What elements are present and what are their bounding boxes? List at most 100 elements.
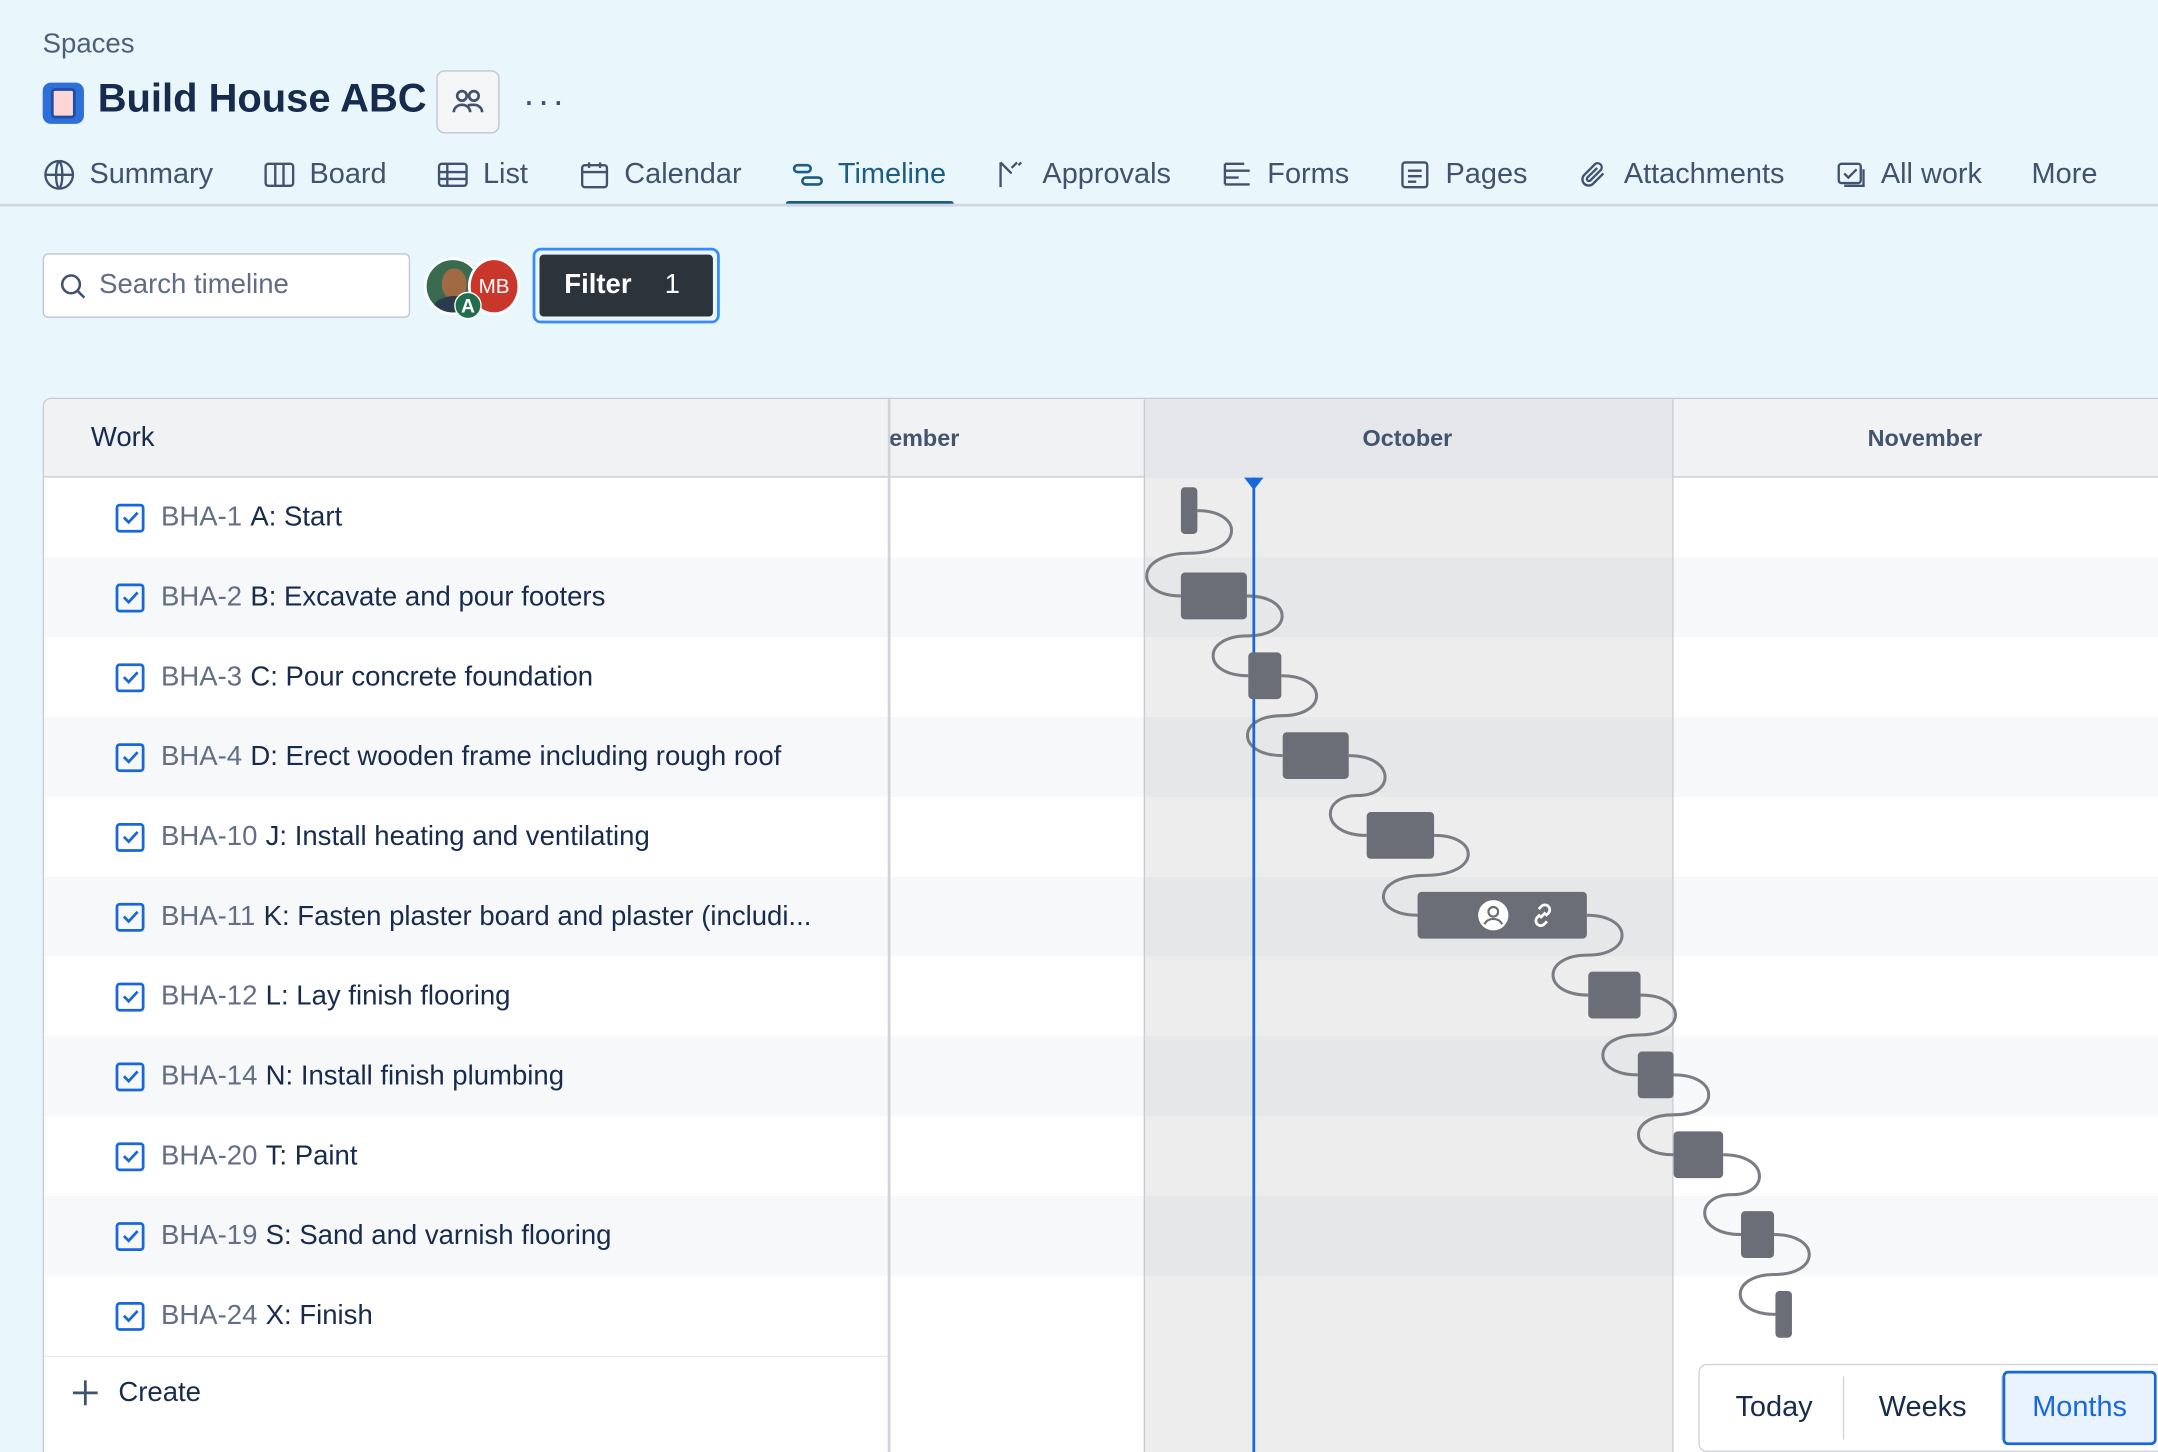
months-button[interactable]: Months — [2002, 1370, 2157, 1446]
task-checkbox-icon — [115, 1221, 145, 1251]
tab-attachments[interactable]: Attachments — [1577, 149, 1784, 201]
link-icon[interactable] — [1526, 899, 1559, 932]
today-button[interactable]: Today — [1735, 1391, 1813, 1424]
timeline-bar[interactable] — [1741, 1211, 1775, 1258]
work-item-title[interactable]: L: Lay finish flooring — [265, 980, 511, 1011]
work-item-title[interactable]: S: Sand and varnish flooring — [265, 1220, 612, 1251]
table-row[interactable]: BHA-19 S: Sand and varnish flooring — [44, 1196, 888, 1276]
dependency-lines — [1145, 509, 1811, 1316]
globe-icon — [44, 159, 75, 190]
task-checkbox-icon — [115, 662, 145, 692]
table-row[interactable]: BHA-12 L: Lay finish flooring — [44, 957, 888, 1037]
table-row[interactable]: BHA-3 C: Pour concrete foundation — [44, 637, 888, 717]
current-month-column — [1143, 477, 1673, 1452]
tab-approvals[interactable]: Approvals — [996, 149, 1171, 201]
table-row[interactable]: BHA-14 N: Install finish plumbing — [44, 1036, 888, 1116]
task-checkbox-icon — [115, 503, 145, 532]
timeline-bar[interactable] — [1248, 652, 1282, 700]
filter-button[interactable]: Filter 1 — [532, 247, 720, 324]
timeline-bar[interactable] — [1282, 732, 1349, 779]
table-row[interactable]: BHA-1 A: Start — [44, 478, 888, 558]
dependency-line — [1211, 594, 1284, 678]
work-item-key[interactable]: BHA-4 — [161, 741, 243, 772]
timeline-header — [44, 399, 2158, 478]
timeline-bar[interactable] — [1366, 812, 1435, 859]
page-title: Build House ABC — [97, 77, 427, 122]
tab-list[interactable]: List — [436, 149, 528, 201]
work-item-title[interactable]: A: Start — [250, 501, 343, 532]
table-row[interactable]: BHA-2 B: Excavate and pour footers — [44, 557, 888, 637]
tab-calendar[interactable]: Calendar — [577, 149, 742, 201]
nav-tabs: Summary Board List Calendar Timeline App… — [43, 149, 2147, 207]
month-divider — [1143, 399, 1146, 1452]
today-marker-cap — [1244, 477, 1264, 490]
filter-count-badge: 1 — [664, 269, 680, 301]
work-item-title[interactable]: D: Erect wooden frame including rough ro… — [250, 741, 782, 772]
forms-icon — [1223, 162, 1250, 186]
work-item-key[interactable]: BHA-24 — [161, 1299, 258, 1331]
table-row[interactable]: BHA-11 K: Fasten plaster board and plaste… — [44, 877, 888, 957]
timeline-bar[interactable] — [1637, 1051, 1674, 1099]
work-item-key[interactable]: BHA-12 — [161, 980, 258, 1011]
search-input[interactable] — [99, 269, 389, 302]
work-item-key[interactable]: BHA-20 — [161, 1140, 258, 1171]
work-item-key[interactable]: BHA-3 — [161, 661, 243, 692]
work-item-title[interactable]: N: Install finish plumbing — [265, 1060, 565, 1091]
timeline-bar[interactable] — [1180, 487, 1198, 535]
work-item-title[interactable]: J: Install heating and ventilating — [265, 820, 650, 852]
tab-summary[interactable]: Summary — [43, 149, 213, 201]
dependency-line — [1551, 913, 1624, 997]
work-item-title[interactable]: X: Finish — [265, 1299, 373, 1331]
more-horizontal-icon[interactable]: ··· — [522, 79, 568, 122]
tab-label: Forms — [1267, 158, 1350, 190]
tab-label: All work — [1880, 158, 1983, 190]
work-item-key[interactable]: BHA-19 — [161, 1220, 258, 1251]
tab-more[interactable]: More — [2032, 149, 2098, 201]
tab-board[interactable]: Board — [263, 149, 387, 201]
create-button[interactable]: Create — [69, 1376, 201, 1409]
tab-pages[interactable]: Pages — [1399, 149, 1527, 201]
team-button[interactable] — [436, 70, 500, 134]
dependency-line — [1382, 833, 1470, 917]
dependency-line — [1328, 754, 1387, 837]
timeline-bar[interactable] — [1775, 1290, 1792, 1338]
task-checkbox-icon — [115, 742, 145, 772]
row-stripe — [44, 876, 2158, 957]
work-item-key[interactable]: BHA-14 — [161, 1060, 258, 1091]
timeline-bar[interactable] — [1417, 891, 1587, 939]
task-checkbox-icon — [115, 822, 145, 852]
work-item-title[interactable]: T: Paint — [265, 1140, 358, 1171]
work-item-key[interactable]: BHA-2 — [161, 581, 243, 612]
tab-label: Board — [309, 158, 387, 190]
assignee-icon[interactable] — [1477, 899, 1510, 932]
tab-all-work[interactable]: All work — [1834, 149, 1982, 201]
breadcrumb[interactable]: Spaces — [42, 28, 135, 60]
list-divider[interactable] — [887, 399, 891, 1452]
work-item-title[interactable]: K: Fasten plaster board and plaster (inc… — [263, 900, 812, 932]
table-row[interactable]: BHA-24 X: Finish — [44, 1276, 888, 1356]
row-stripe — [44, 1036, 2158, 1117]
month-label-november: November — [1867, 425, 1983, 452]
work-item-key[interactable]: BHA-1 — [161, 501, 243, 532]
task-checkbox-icon — [115, 582, 145, 612]
filter-label: Filter — [564, 269, 632, 301]
timeline-bar[interactable] — [1180, 572, 1247, 620]
month-label-september: ember — [889, 425, 960, 452]
tab-timeline[interactable]: Timeline — [785, 149, 954, 207]
table-row[interactable]: BHA-20 T: Paint — [44, 1116, 888, 1196]
work-item-key[interactable]: BHA-10 — [161, 820, 258, 852]
table-row[interactable]: BHA-10 J: Install heating and ventilating — [44, 797, 888, 877]
work-item-key[interactable]: BHA-11 — [161, 900, 256, 932]
weeks-button[interactable]: Weeks — [1878, 1391, 1967, 1424]
today-marker — [1252, 477, 1256, 1452]
timeline-bar[interactable] — [1673, 1131, 1724, 1179]
timeline-bar[interactable] — [1588, 971, 1641, 1019]
approvals-icon — [999, 161, 1023, 188]
create-label: Create — [118, 1376, 201, 1408]
tab-forms[interactable]: Forms — [1220, 149, 1349, 201]
work-item-title[interactable]: B: Excavate and pour footers — [250, 581, 606, 612]
tab-label: Calendar — [624, 158, 742, 190]
work-item-title[interactable]: C: Pour concrete foundation — [250, 661, 594, 692]
table-row[interactable]: BHA-4 D: Erect wooden frame including rou… — [44, 717, 888, 797]
search-box[interactable] — [42, 253, 411, 318]
